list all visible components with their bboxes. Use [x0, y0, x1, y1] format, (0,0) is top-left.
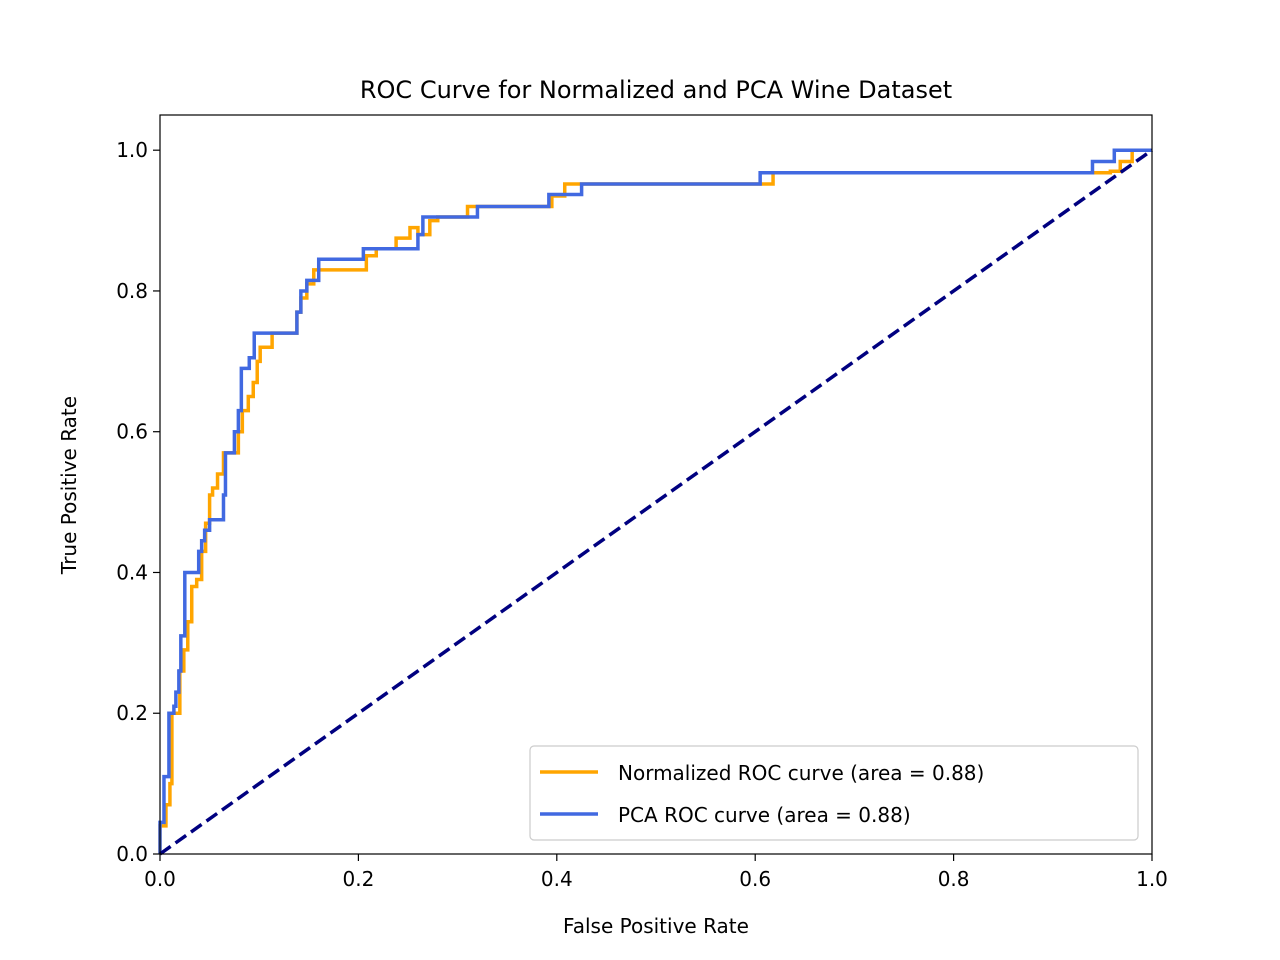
- chart-title: ROC Curve for Normalized and PCA Wine Da…: [360, 76, 952, 104]
- y-axis-ticks: 0.0 0.2 0.4 0.6 0.8 1.0: [116, 138, 160, 866]
- x-axis-label: False Positive Rate: [563, 914, 749, 938]
- y-tick-label: 0.4: [116, 560, 148, 584]
- series-layer: [158, 148, 1154, 856]
- pca-roc-line: [158, 148, 1152, 854]
- legend: Normalized ROC curve (area = 0.88) PCA R…: [529, 745, 1139, 841]
- chance-diagonal-line: [158, 148, 1154, 856]
- y-axis-label: True Positive Rate: [57, 396, 81, 575]
- x-tick-label: 0.6: [739, 867, 771, 891]
- x-tick-label: 0.0: [144, 867, 176, 891]
- y-tick-label: 0.0: [116, 842, 148, 866]
- x-tick-label: 1.0: [1136, 867, 1168, 891]
- x-tick-label: 0.2: [342, 867, 374, 891]
- y-tick-label: 0.6: [116, 420, 148, 444]
- legend-box: [529, 745, 1139, 841]
- x-tick-label: 0.4: [541, 867, 573, 891]
- x-tick-label: 0.8: [938, 867, 970, 891]
- y-tick-label: 0.2: [116, 701, 148, 725]
- x-axis-ticks: 0.0 0.2 0.4 0.6 0.8 1.0: [144, 854, 1168, 891]
- legend-label-normalized: Normalized ROC curve (area = 0.88): [618, 761, 984, 785]
- axes-frame: [159, 114, 1153, 855]
- y-tick-label: 1.0: [116, 138, 148, 162]
- normalized-roc-line: [158, 148, 1152, 854]
- y-tick-label: 0.8: [116, 279, 148, 303]
- legend-label-pca: PCA ROC curve (area = 0.88): [618, 803, 911, 827]
- plot-area: [158, 114, 1154, 856]
